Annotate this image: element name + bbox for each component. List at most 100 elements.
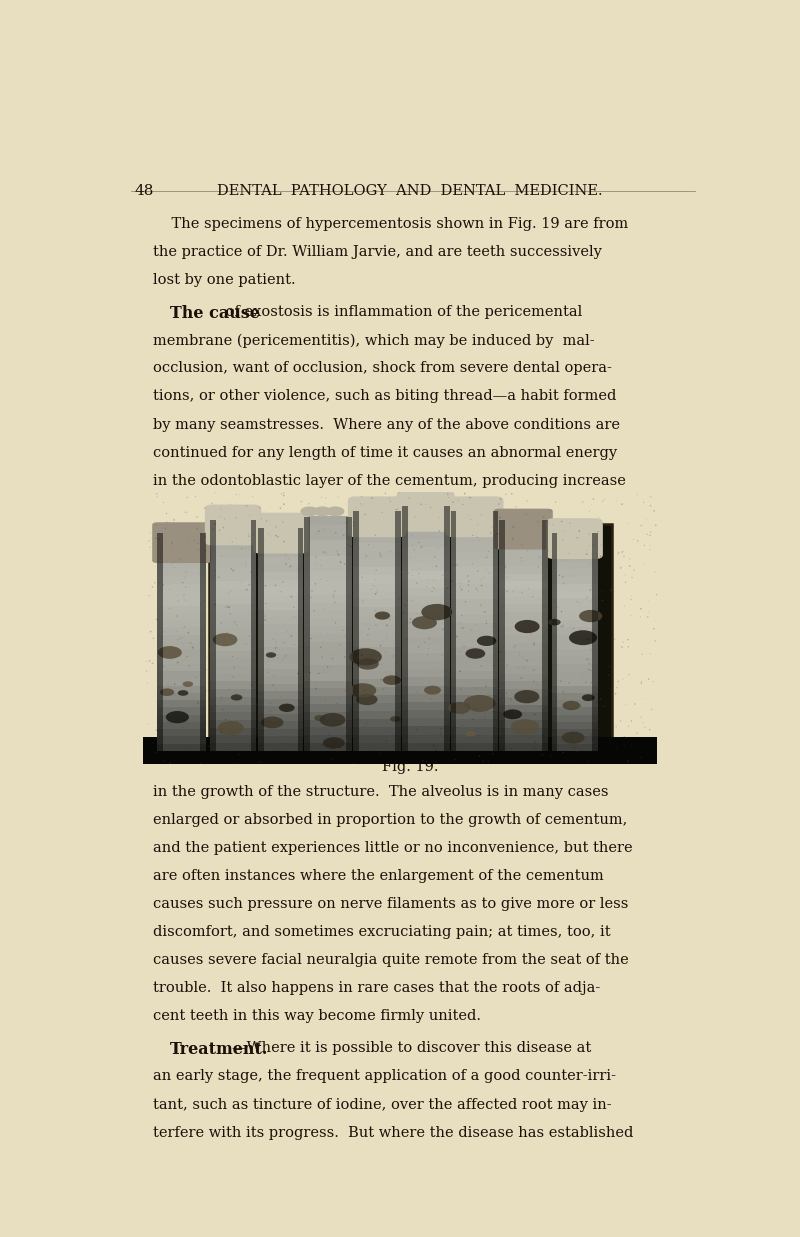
Circle shape [218, 721, 244, 735]
Point [542, 541, 554, 560]
Bar [258, 729, 303, 736]
Point [252, 620, 265, 640]
Point [558, 747, 571, 767]
Point [235, 539, 248, 559]
Bar [305, 735, 352, 743]
Point [217, 700, 230, 720]
FancyBboxPatch shape [397, 491, 454, 532]
Bar [353, 511, 358, 751]
Point [448, 706, 461, 726]
Point [557, 521, 570, 541]
Point [277, 571, 290, 591]
Point [148, 573, 161, 593]
Text: in the odontoblastic layer of the cementum, producing increase: in the odontoblastic layer of the cement… [153, 474, 626, 487]
Point [582, 741, 595, 761]
Circle shape [562, 701, 580, 710]
Point [286, 607, 299, 627]
Point [599, 614, 612, 633]
Bar [258, 616, 303, 625]
Bar [353, 591, 401, 599]
Point [265, 620, 278, 640]
Point [644, 522, 657, 542]
Bar [258, 677, 303, 684]
Point [454, 576, 466, 596]
Point [567, 618, 580, 638]
Point [277, 494, 290, 513]
FancyBboxPatch shape [152, 522, 211, 563]
Point [341, 512, 354, 532]
Point [170, 734, 183, 753]
Point [530, 674, 542, 694]
Point [462, 571, 475, 591]
Bar [551, 729, 598, 736]
Point [623, 549, 636, 569]
Point [317, 520, 330, 539]
Text: lost by one patient.: lost by one patient. [153, 273, 295, 287]
Point [550, 597, 563, 617]
Point [525, 623, 538, 643]
Point [257, 737, 270, 757]
Bar [450, 520, 498, 527]
Point [221, 721, 234, 741]
Point [243, 506, 256, 526]
Point [486, 517, 499, 537]
Point [580, 630, 593, 649]
Point [373, 745, 386, 764]
Point [642, 602, 655, 622]
Bar [450, 511, 456, 751]
Point [168, 558, 181, 578]
Point [622, 637, 634, 657]
Point [376, 502, 389, 522]
Point [471, 515, 484, 534]
Point [625, 735, 638, 755]
Point [153, 677, 166, 696]
Point [455, 605, 468, 625]
Point [520, 524, 533, 544]
Bar [551, 743, 598, 751]
Point [548, 607, 561, 627]
Point [351, 626, 364, 646]
Point [190, 520, 203, 539]
Point [638, 536, 651, 555]
Point [146, 653, 159, 673]
Point [189, 486, 202, 506]
Point [581, 649, 594, 669]
Point [617, 669, 630, 689]
Point [279, 646, 292, 666]
Bar [450, 663, 498, 670]
Point [634, 674, 647, 694]
Point [334, 552, 347, 571]
Bar [551, 562, 598, 569]
Point [231, 699, 244, 719]
Bar [158, 605, 206, 614]
Bar [305, 563, 352, 571]
Bar [353, 615, 401, 623]
Point [360, 546, 373, 565]
Point [149, 742, 162, 762]
Point [230, 719, 243, 738]
Bar [499, 682, 548, 689]
Point [563, 513, 576, 533]
Point [535, 737, 548, 757]
Point [471, 494, 484, 513]
Point [346, 578, 358, 597]
Point [339, 626, 352, 646]
Point [414, 623, 426, 643]
Point [327, 643, 340, 663]
Text: enlarged or absorbed in proportion to the growth of cementum,: enlarged or absorbed in proportion to th… [153, 813, 627, 826]
Point [177, 717, 190, 737]
Point [260, 511, 273, 531]
Point [457, 741, 470, 761]
Bar [158, 584, 206, 591]
Bar [258, 527, 303, 536]
Bar [450, 638, 498, 647]
Point [585, 661, 598, 680]
Point [150, 735, 162, 755]
Point [646, 487, 658, 507]
Point [186, 689, 198, 709]
Point [358, 680, 371, 700]
Point [475, 656, 488, 675]
Point [361, 615, 374, 635]
Point [599, 612, 612, 632]
Point [344, 700, 357, 720]
